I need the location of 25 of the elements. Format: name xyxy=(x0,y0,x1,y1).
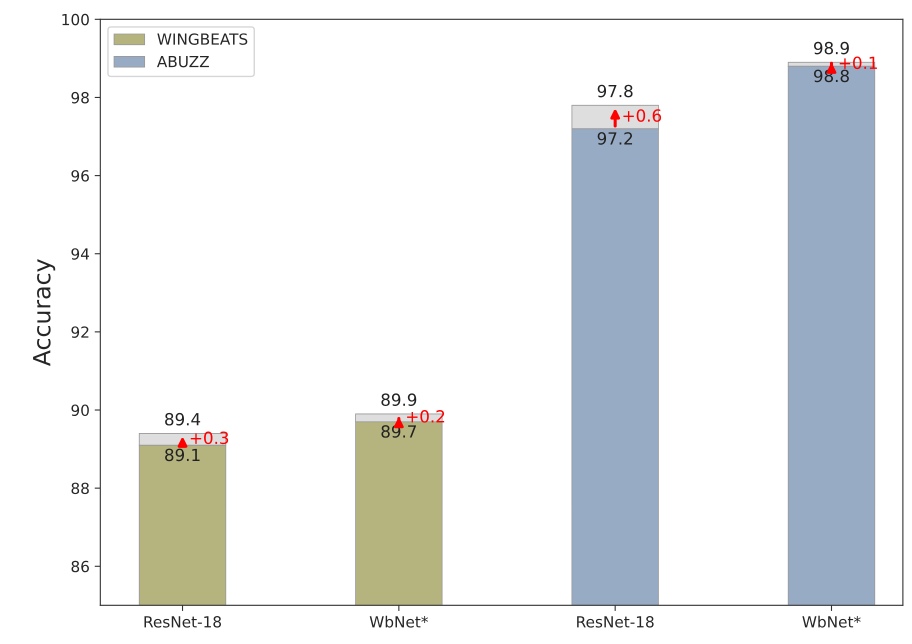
y-tick-label: 94 xyxy=(71,248,90,260)
y-tick-label: 98 xyxy=(71,92,89,104)
x-tick-label: WbNet* xyxy=(802,616,861,628)
y-tick-label: 100 xyxy=(62,14,89,26)
y-tick-label: 88 xyxy=(72,482,89,494)
y-tick-label: 96 xyxy=(71,170,89,182)
total-label: 98.9 xyxy=(814,42,849,54)
total-label: 97.8 xyxy=(598,84,633,98)
y-tick-label: 92 xyxy=(71,326,88,338)
data-label: +0.1 xyxy=(840,56,877,70)
y-axis-title: Accuracy xyxy=(33,259,56,366)
y-tick-label: 90 xyxy=(71,404,89,416)
data-label: +0.2 xyxy=(407,410,444,423)
data-label: +0.3 xyxy=(190,432,228,444)
x-tick-label: ResNet-18 xyxy=(144,616,222,628)
data-label: 89.1 xyxy=(165,448,200,462)
x-tick-label: ResNet-18 xyxy=(577,616,654,628)
legend-label: ABUZZ xyxy=(156,56,209,68)
total-label: 89.4 xyxy=(165,412,200,426)
data-label: 97.2 xyxy=(598,132,632,145)
y-tick-label: 86 xyxy=(72,560,89,572)
x-tick-label: WbNet* xyxy=(370,616,428,628)
data-label: +0.6 xyxy=(623,109,662,122)
legend-label: WINGBEATS xyxy=(157,33,248,45)
total-label: 89.9 xyxy=(381,393,416,406)
